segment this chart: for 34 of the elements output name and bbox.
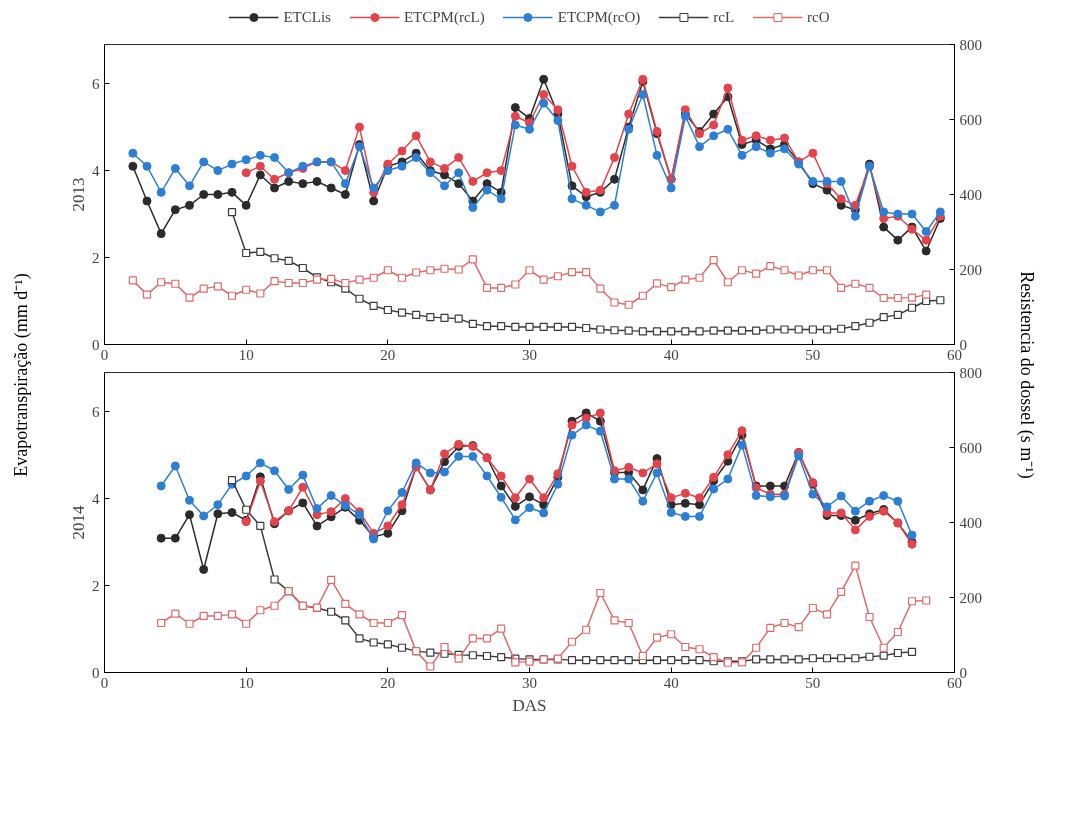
x-tick-label: 30 <box>522 674 537 691</box>
x-tick-label: 40 <box>663 346 679 363</box>
y2-tick-label: 400 <box>959 186 982 203</box>
x-tick-label: 30 <box>522 346 537 363</box>
y2-tick-label: 400 <box>959 514 982 531</box>
text: 2014 <box>69 505 88 540</box>
legend-label: ETCPM(rcO) <box>557 8 641 26</box>
y-tick-label: 4 <box>92 162 100 179</box>
y-tick-label: 2 <box>92 249 100 266</box>
y-tick-label: 6 <box>92 403 100 420</box>
legend-label: ETCLis <box>283 8 331 26</box>
text: 2013 <box>69 177 88 212</box>
x-tick-label: 50 <box>805 346 821 363</box>
y2-axis-title: Resistencia do dossel (s m⁻¹) <box>1015 271 1038 479</box>
x-tick-label: 10 <box>238 346 254 363</box>
y-axis-title: Evapotranspiração (mm d⁻¹) <box>10 273 33 477</box>
y2-tick-label: 800 <box>959 364 982 381</box>
x-axis-title: DAS <box>512 695 547 715</box>
y2-tick-label: 200 <box>959 261 982 278</box>
legend-label: ETCPM(rcL) <box>403 8 485 26</box>
y2-tick-label: 200 <box>959 589 982 606</box>
y-tick-label: 4 <box>92 490 100 507</box>
y2-tick-label: 800 <box>959 36 982 53</box>
y2-tick-label: 600 <box>959 439 982 456</box>
legend-label: rcL <box>713 8 735 26</box>
x-tick-label: 50 <box>805 674 821 691</box>
x-tick-label: 20 <box>380 674 396 691</box>
legend-label: rcO <box>807 8 830 26</box>
x-tick-label: 40 <box>663 674 679 691</box>
y-tick-label: 6 <box>92 75 100 92</box>
x-tick-label: 20 <box>380 346 396 363</box>
y2-tick-label: 600 <box>959 111 982 128</box>
x-tick-label: 10 <box>238 674 254 691</box>
y-tick-label: 2 <box>92 577 100 594</box>
